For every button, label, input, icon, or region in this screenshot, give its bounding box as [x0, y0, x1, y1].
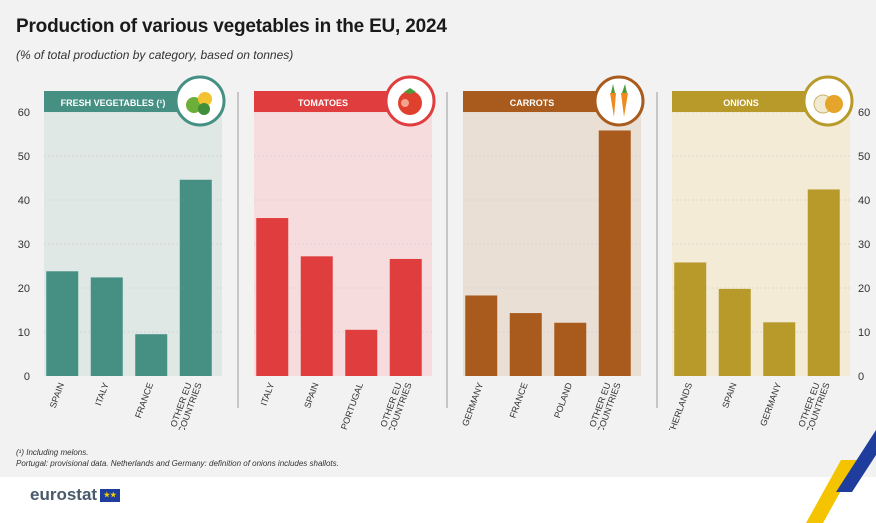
- bar: [256, 218, 289, 376]
- y-tick-left: 0: [24, 371, 30, 383]
- panel-title: TOMATOES: [298, 98, 348, 108]
- carrot-shape-left: [610, 93, 616, 117]
- x-tick-label: SPAIN: [48, 381, 66, 409]
- tomato-shape: [398, 91, 422, 115]
- chart-subtitle: (% of total production by category, base…: [16, 48, 294, 62]
- y-tick-right: 10: [858, 327, 870, 339]
- chart-title: Production of various vegetables in the …: [16, 16, 447, 37]
- bar-chart-panels: 0 0 10 10 20 20 30 30 40 40 50 50 60 60 FRESH VEGETABL…: [18, 75, 870, 430]
- y-tick-left: 50: [18, 151, 30, 163]
- panel-title: ONIONS: [723, 98, 759, 108]
- y-tick-left: 20: [18, 283, 30, 295]
- panel-header: [672, 91, 838, 112]
- y-tick-right: 30: [858, 239, 870, 251]
- y-tick-left: 10: [18, 327, 30, 339]
- bar: [389, 258, 422, 376]
- vegetable-shape-yellow: [198, 92, 212, 106]
- x-tick-label: POLAND: [552, 381, 574, 420]
- x-tick-label: FRANCE: [508, 381, 530, 419]
- carrot-leaves-right: [622, 84, 627, 93]
- footer-band: [0, 477, 876, 523]
- bar: [598, 130, 631, 376]
- carrot-shape-right: [621, 93, 628, 117]
- y-tick-right: 20: [858, 283, 870, 295]
- bar: [718, 288, 751, 376]
- x-tick-label: GERMANY: [460, 381, 485, 427]
- bar: [46, 271, 79, 376]
- x-tick-label: PORTUGAL: [339, 381, 365, 430]
- logo-text: eurostat: [30, 485, 98, 504]
- eurostat-logo: eurostat ★★: [30, 485, 121, 505]
- carrot-leaves-left: [611, 84, 615, 93]
- panel-title: CARROTS: [510, 98, 555, 108]
- bar: [807, 189, 840, 376]
- corner-stripe-yellow: [806, 460, 858, 523]
- bar: [90, 277, 123, 376]
- corner-decoration: [806, 430, 876, 523]
- x-tick-label: NETHERLANDS: [662, 381, 694, 430]
- x-tick-label: ITALY: [259, 381, 276, 407]
- x-tick-label: FRANCE: [133, 381, 155, 419]
- y-tick-left: 40: [18, 195, 30, 207]
- x-tick-label: SPAIN: [720, 381, 738, 409]
- corner-stripe-blue: [836, 430, 876, 492]
- bar: [300, 256, 333, 376]
- x-tick-label: GERMANY: [758, 381, 783, 427]
- y-tick-right: 50: [858, 151, 870, 163]
- bar: [554, 322, 587, 376]
- footnote-melons: (¹) Including melons.: [16, 448, 89, 457]
- onion-shape-gold: [825, 95, 843, 113]
- panel-header: [463, 91, 629, 112]
- panel-header: [254, 91, 420, 112]
- y-tick-right: 0: [858, 371, 864, 383]
- bar: [345, 329, 378, 376]
- vegetable-shape-dark: [198, 103, 210, 115]
- panel-header: [44, 91, 210, 112]
- bar: [465, 295, 498, 376]
- y-tick-right: 60: [858, 107, 870, 119]
- x-tick-label: SPAIN: [302, 381, 320, 409]
- y-tick-left: 30: [18, 239, 30, 251]
- carrot-icon: [593, 75, 645, 127]
- bar: [763, 322, 796, 376]
- bar: [509, 313, 542, 376]
- footnote-provisional: Portugal: provisional data. Netherlands …: [16, 459, 339, 468]
- y-tick-right: 40: [858, 195, 870, 207]
- footnotes: (¹) Including melons. Portugal: provisio…: [16, 447, 339, 469]
- eu-flag-icon: ★★: [100, 488, 121, 502]
- panel-title: FRESH VEGETABLES (¹): [61, 98, 166, 108]
- tomato-leaf: [404, 88, 416, 94]
- bar: [674, 262, 707, 376]
- y-tick-left: 60: [18, 107, 30, 119]
- bar: [179, 179, 212, 376]
- x-tick-label: ITALY: [93, 381, 110, 407]
- bar: [135, 334, 168, 376]
- tomato-slice: [401, 99, 409, 107]
